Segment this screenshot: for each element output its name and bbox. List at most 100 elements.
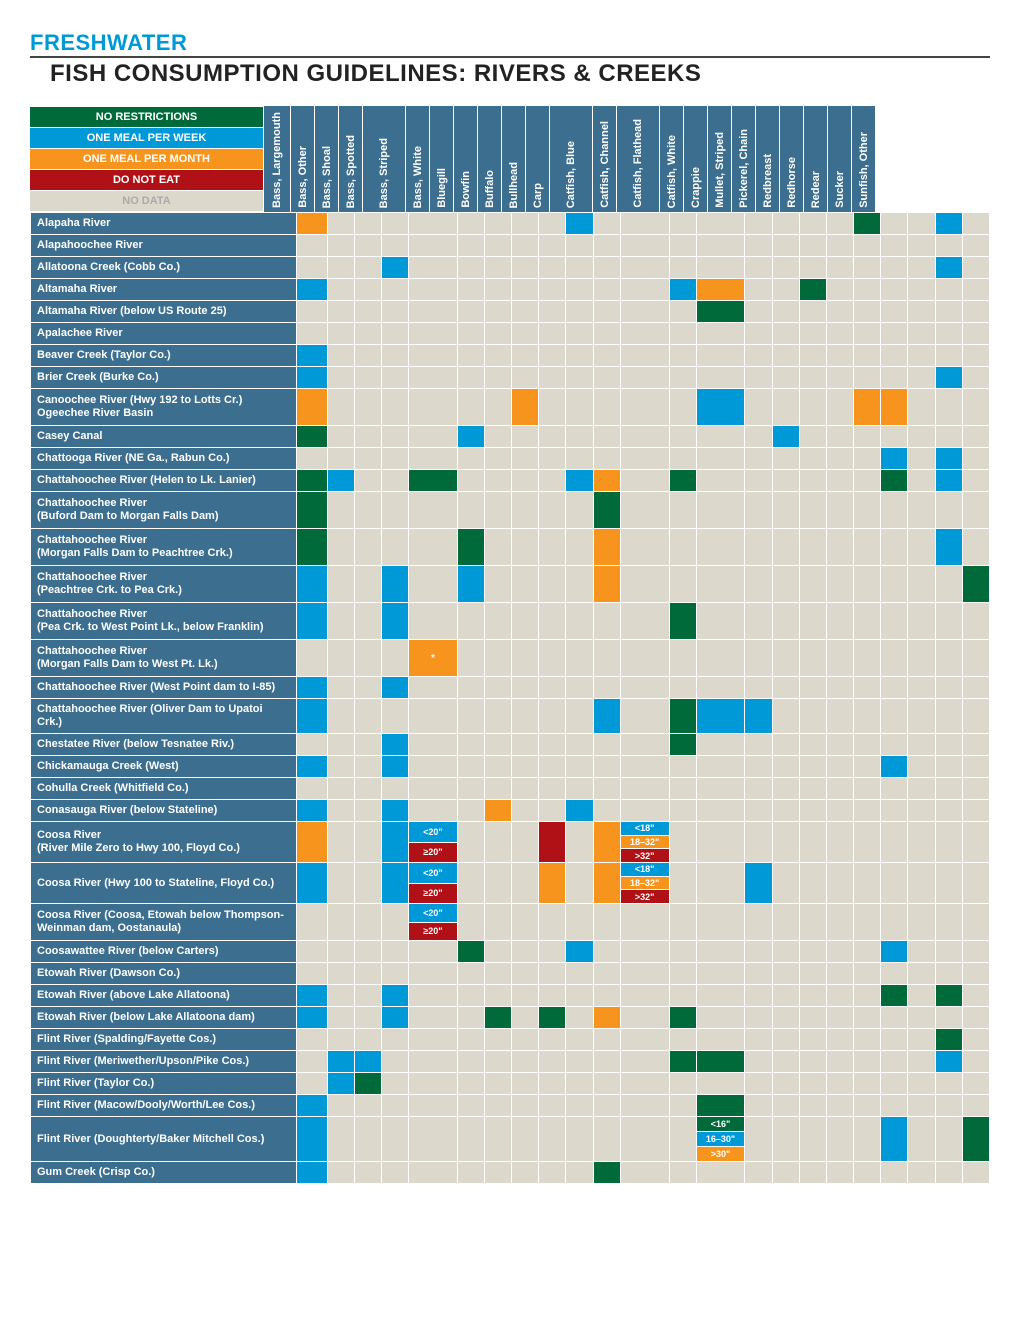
cell — [594, 963, 620, 984]
cell — [355, 1007, 381, 1028]
cell — [827, 492, 853, 528]
cell — [458, 448, 484, 469]
cell — [382, 1073, 408, 1094]
col-cr: Crappie — [684, 106, 707, 212]
cell — [539, 470, 565, 491]
cell — [773, 985, 799, 1006]
cell — [566, 213, 592, 234]
cell — [594, 257, 620, 278]
cell — [297, 529, 327, 565]
cell — [539, 1162, 565, 1183]
cell — [594, 213, 620, 234]
cell — [908, 492, 934, 528]
cell — [908, 640, 934, 676]
cell — [355, 699, 381, 733]
row-label: Flint River (Taylor Co.) — [31, 1073, 296, 1094]
cell — [881, 603, 907, 639]
cell — [800, 257, 826, 278]
cell — [881, 301, 907, 322]
cell — [881, 800, 907, 821]
cell — [382, 323, 408, 344]
cell — [485, 1029, 511, 1050]
cell — [854, 640, 880, 676]
cell — [697, 213, 745, 234]
cell — [621, 734, 669, 755]
cell — [539, 301, 565, 322]
cell — [773, 1162, 799, 1183]
cell — [908, 1051, 934, 1072]
cell — [621, 640, 669, 676]
cell — [458, 699, 484, 733]
row-label: Allatoona Creek (Cobb Co.) — [31, 257, 296, 278]
col-stb: Bass, Striped — [363, 106, 405, 212]
cell — [355, 213, 381, 234]
cell — [355, 863, 381, 903]
cell — [458, 863, 484, 903]
cell — [963, 389, 989, 425]
cell — [539, 904, 565, 940]
cell — [908, 1162, 934, 1183]
cell — [566, 345, 592, 366]
cell — [539, 640, 565, 676]
cell — [963, 1162, 989, 1183]
cell — [458, 470, 484, 491]
cell — [512, 699, 538, 733]
row-label: Chattahoochee River (Oliver Dam to Upato… — [31, 699, 296, 733]
cell — [621, 1073, 669, 1094]
cell — [745, 1095, 771, 1116]
cell — [745, 1073, 771, 1094]
cell — [382, 529, 408, 565]
cell — [881, 756, 907, 777]
cell — [328, 1073, 354, 1094]
cell — [908, 389, 934, 425]
cell — [963, 345, 989, 366]
cell — [745, 426, 771, 447]
cell — [670, 213, 696, 234]
cell — [773, 677, 799, 698]
cell — [854, 426, 880, 447]
cell — [328, 800, 354, 821]
cell — [566, 492, 592, 528]
cell — [908, 756, 934, 777]
cell — [382, 985, 408, 1006]
cell — [854, 1007, 880, 1028]
cell — [854, 1162, 880, 1183]
cell — [328, 492, 354, 528]
cell — [512, 985, 538, 1006]
cell — [963, 323, 989, 344]
legend-week: ONE MEAL PER WEEK — [30, 128, 263, 148]
cell — [881, 941, 907, 962]
cell — [539, 1073, 565, 1094]
cell — [936, 1007, 962, 1028]
cell — [355, 1117, 381, 1161]
cell — [297, 1029, 327, 1050]
cell — [355, 941, 381, 962]
cell — [854, 699, 880, 733]
cell — [355, 1095, 381, 1116]
cell — [382, 1117, 408, 1161]
cell — [800, 235, 826, 256]
cell — [382, 1162, 408, 1183]
cell — [566, 566, 592, 602]
cell — [936, 1095, 962, 1116]
cell — [458, 640, 484, 676]
cell — [594, 941, 620, 962]
cell — [963, 904, 989, 940]
cell — [512, 1029, 538, 1050]
cell — [827, 822, 853, 862]
cell — [512, 677, 538, 698]
cell — [297, 863, 327, 903]
cell — [512, 863, 538, 903]
cell — [594, 470, 620, 491]
cell — [409, 367, 457, 388]
cell — [963, 257, 989, 278]
cell — [458, 389, 484, 425]
cell — [539, 985, 565, 1006]
cell — [745, 345, 771, 366]
cell — [485, 778, 511, 799]
cell — [539, 1029, 565, 1050]
cell — [854, 566, 880, 602]
cell — [485, 492, 511, 528]
cell — [566, 279, 592, 300]
cell — [670, 863, 696, 903]
